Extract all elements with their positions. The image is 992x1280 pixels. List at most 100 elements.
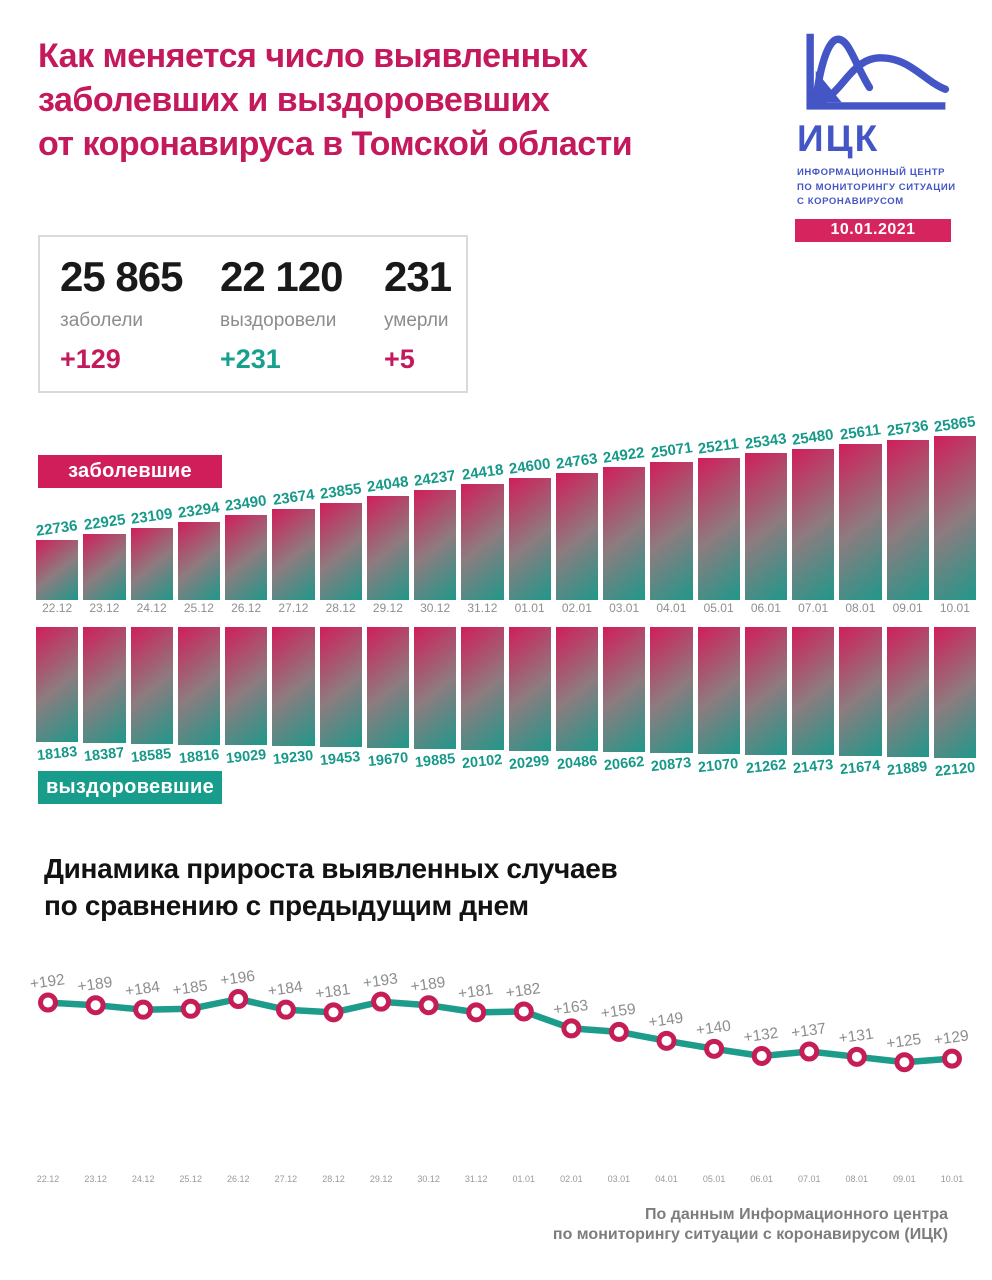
date-label: 06.01: [750, 1174, 773, 1184]
stat-delta: +5: [384, 344, 415, 374]
date-label: 02.01: [561, 601, 592, 615]
infected-bar-value: 25343: [743, 430, 788, 454]
infected-bar: [650, 462, 693, 600]
recovered-bar-value: 21262: [744, 756, 787, 777]
date-label: 25.12: [183, 601, 214, 615]
recovered-bar-value: 22120: [933, 759, 976, 781]
line-value-label: +163: [552, 997, 589, 1019]
bar-column: 24048: [365, 473, 410, 600]
infected-bar-value: 24237: [413, 467, 457, 490]
infected-bar-value: 22736: [35, 517, 79, 540]
recovered-bar: [792, 627, 835, 756]
line-value-label: +184: [267, 978, 304, 1000]
infected-bar-value: 23855: [318, 479, 363, 503]
bar-column: 24922: [602, 444, 646, 600]
date-label: 10.01: [939, 601, 970, 615]
infected-bar-value: 24600: [507, 455, 552, 478]
date-label: 04.01: [655, 1174, 678, 1184]
infected-bar: [839, 444, 882, 600]
line-value-label: +140: [695, 1017, 732, 1039]
bar-column: 24600: [507, 455, 552, 600]
bar-column: 20299: [508, 627, 551, 773]
line-value-label: +196: [219, 968, 256, 990]
page-title-line: Как меняется число выявленных: [38, 37, 588, 75]
line-value-label: +193: [362, 970, 399, 992]
recovered-bar: [886, 627, 929, 758]
bar-chart-date-axis: 22.12 23.12 24.12 25.12 26.12 27.12 28.12 29.12…: [36, 601, 976, 617]
line-marker: [704, 1038, 725, 1059]
stats-box: 25 865 заболели +129 22 120 выздоровели …: [38, 235, 468, 393]
bar-column: 21262: [744, 627, 787, 777]
line-marker: [466, 1002, 487, 1023]
infected-bar: [508, 478, 551, 600]
legend-infected: заболевшие: [38, 455, 222, 488]
recovered-bar: [366, 627, 409, 748]
bar-column: 21889: [886, 627, 929, 779]
date-label: 05.01: [702, 1174, 726, 1184]
line-value-label: +182: [505, 980, 542, 1002]
bar-column: 21473: [792, 627, 835, 777]
recovered-bar: [933, 627, 976, 758]
stat-label: умерли: [384, 310, 449, 331]
line-marker: [608, 1021, 629, 1042]
recovered-bar: [461, 627, 504, 750]
stat-deaths: 231 умерли +5: [384, 253, 452, 391]
recovered-bar-chart: 18183 18387 18585 18816 19029 19230 19453 19670…: [36, 627, 976, 797]
infected-bar-value: 22925: [82, 510, 127, 534]
infected-bar-value: 24922: [602, 444, 646, 468]
line-marker: [275, 999, 296, 1020]
bar-column: 25611: [839, 422, 882, 600]
date-label: 30.12: [420, 601, 451, 615]
recovered-bar: [744, 627, 787, 755]
date-label: 22.12: [42, 601, 73, 615]
line-value-label: +132: [743, 1025, 780, 1047]
infected-bar-value: 24418: [460, 461, 505, 484]
bar-column: 20102: [461, 627, 504, 772]
line-value-label: +137: [790, 1020, 827, 1042]
recovered-bar: [508, 627, 551, 751]
line-marker: [418, 995, 439, 1016]
infected-bar-value: 23490: [224, 492, 268, 515]
infected-bar: [366, 496, 409, 600]
infected-bar: [272, 508, 315, 600]
date-label: 31.12: [464, 1174, 488, 1184]
bar-column: 23294: [177, 499, 221, 600]
date-label: 02.01: [560, 1174, 583, 1184]
recovered-bar-value: 19453: [319, 749, 362, 770]
line-marker: [371, 991, 392, 1012]
line-marker: [799, 1041, 820, 1062]
legend-recovered: выздоровевшие: [38, 771, 222, 804]
recovered-bar: [83, 627, 126, 743]
date-label: 28.12: [325, 601, 356, 615]
bar-column: 23490: [224, 492, 268, 600]
bar-column: 23109: [130, 505, 173, 600]
date-label: 04.01: [656, 601, 687, 615]
infected-bar-value: 24048: [365, 473, 410, 497]
date-label: 26.12: [231, 601, 262, 615]
recovered-bar: [650, 627, 693, 753]
line-marker: [751, 1045, 772, 1066]
recovered-bar: [603, 627, 646, 753]
line-value-label: +189: [410, 974, 447, 996]
infected-bar-value: 25865: [932, 413, 977, 436]
page-title-line: от коронавируса в Томской области: [38, 125, 633, 163]
chart-curve-icon: [795, 30, 960, 118]
stat-label: заболели: [60, 310, 144, 331]
bar-column: 22120: [933, 627, 976, 781]
infected-bar: [319, 502, 362, 600]
stat-label: выздоровели: [220, 310, 337, 331]
date-label: 25.12: [179, 1174, 202, 1184]
date-label: 27.12: [278, 601, 309, 615]
line-chart-date-axis: 22.12 23.12 24.12 25.12 26.12 27.12 28.12 29.12…: [0, 1174, 992, 1186]
infected-bar: [555, 472, 598, 600]
infected-bar: [36, 540, 79, 600]
date-label: 08.01: [845, 601, 876, 615]
line-marker: [513, 1001, 534, 1022]
bar-column: 19885: [414, 627, 457, 771]
bar-column: 25343: [743, 430, 788, 600]
recovered-bar: [414, 627, 457, 749]
date-label: 05.01: [703, 601, 734, 615]
bar-column: 25480: [791, 426, 835, 600]
logo-acronym: ИЦК: [797, 118, 880, 159]
bar-column: 25211: [697, 435, 740, 600]
